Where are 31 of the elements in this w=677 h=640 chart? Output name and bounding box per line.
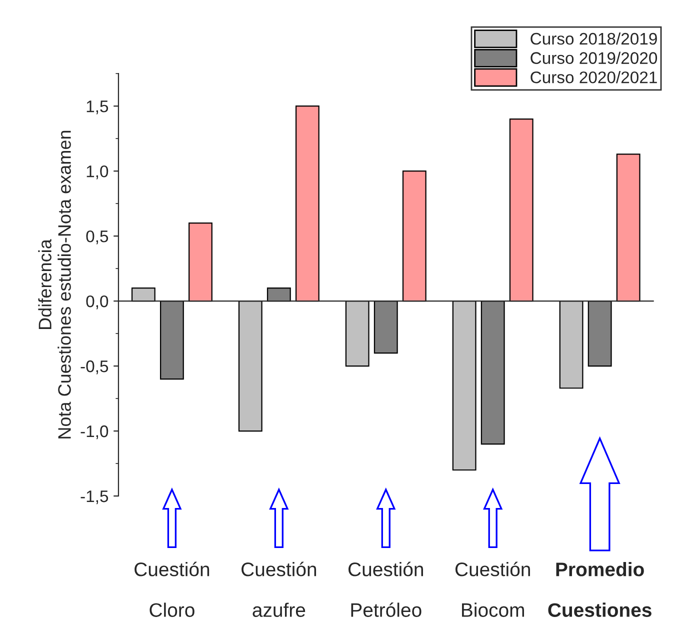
y-tick-label: 1,5 <box>86 100 108 114</box>
category-label: Promedio Cuestiones <box>548 562 652 617</box>
bar <box>160 300 184 380</box>
y-tick-label: -1,5 <box>80 490 108 504</box>
bar <box>345 300 370 367</box>
bar <box>588 300 612 367</box>
bar <box>616 154 640 302</box>
bar <box>131 287 156 302</box>
legend-label: Curso 2019/2020 <box>530 52 658 64</box>
category-label: Cuestión Cloro <box>134 562 210 617</box>
legend-label: Curso 2018/2019 <box>530 32 657 45</box>
y-tick-label: 0,0 <box>86 295 108 310</box>
bar <box>188 222 212 302</box>
bar <box>509 118 534 302</box>
bar <box>452 300 476 471</box>
bar <box>238 300 262 432</box>
y-tick-label: 1,0 <box>86 165 108 180</box>
y-tick-label: 0,5 <box>86 230 108 244</box>
bar <box>266 287 291 302</box>
category-label: Cuestión Biocom <box>455 562 530 617</box>
y-tick-label: -0,5 <box>80 360 108 374</box>
y-axis-title: Ddiferencia Nota Cuestiones estudio-Nota examen <box>38 130 71 438</box>
y-tick-label: -1,0 <box>80 425 108 440</box>
bar <box>374 300 398 354</box>
category-label: Cuestión Petróleo <box>348 562 423 617</box>
category-label: Cuestión azufre <box>242 562 316 617</box>
bar <box>402 170 426 302</box>
legend-label: Curso 2020/2021 <box>530 71 657 84</box>
bar <box>559 300 584 389</box>
bar <box>480 300 505 445</box>
bar <box>295 106 320 302</box>
